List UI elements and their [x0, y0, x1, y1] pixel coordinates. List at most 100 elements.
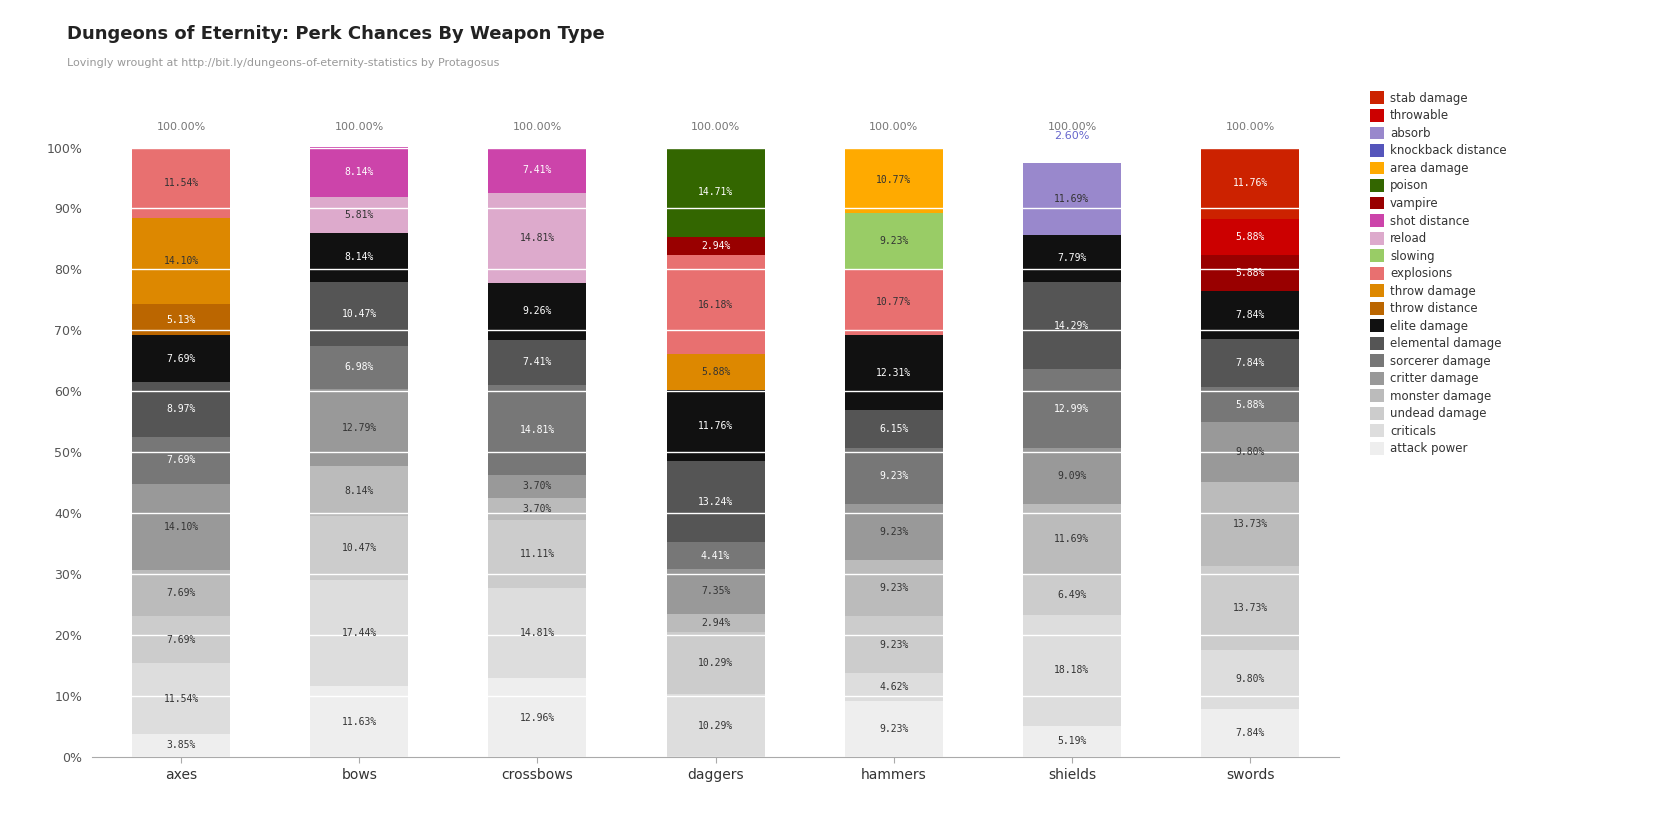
Text: 100.00%: 100.00%	[335, 123, 383, 133]
Text: 17.44%: 17.44%	[341, 628, 376, 638]
Text: 100.00%: 100.00%	[157, 123, 206, 133]
Text: 9.23%: 9.23%	[878, 236, 908, 246]
Text: 11.69%: 11.69%	[1054, 534, 1089, 545]
Bar	[1201, 422, 1298, 482]
Text: 9.80%: 9.80%	[1235, 448, 1265, 458]
Bar	[666, 255, 765, 354]
Bar	[1201, 387, 1298, 422]
Bar	[132, 616, 229, 663]
Bar	[310, 282, 408, 346]
Text: 9.23%: 9.23%	[878, 724, 908, 734]
Bar	[1201, 482, 1298, 566]
Bar	[845, 213, 942, 269]
Bar	[489, 147, 586, 193]
Bar	[310, 516, 408, 580]
Bar	[1022, 282, 1121, 370]
Bar	[845, 147, 942, 213]
Text: 10.47%: 10.47%	[341, 309, 376, 319]
Text: 6.98%: 6.98%	[345, 362, 373, 372]
Bar	[845, 672, 942, 701]
Text: 10.29%: 10.29%	[698, 658, 733, 668]
Bar	[845, 504, 942, 560]
Bar	[132, 218, 229, 304]
Bar	[310, 346, 408, 388]
Bar	[666, 389, 765, 462]
Bar	[1201, 255, 1298, 291]
Bar	[310, 580, 408, 686]
Text: 10.47%: 10.47%	[341, 543, 376, 553]
Bar	[489, 340, 586, 384]
Bar	[489, 588, 586, 678]
Text: 7.84%: 7.84%	[1235, 728, 1265, 738]
Text: 100.00%: 100.00%	[1047, 123, 1096, 133]
Bar	[666, 695, 765, 757]
Text: 9.26%: 9.26%	[522, 306, 552, 316]
Text: 8.14%: 8.14%	[345, 167, 373, 177]
Bar	[845, 616, 942, 672]
Legend: stab damage, throwable, absorb, knockback distance, area damage, poison, vampire: stab damage, throwable, absorb, knockbac…	[1369, 91, 1506, 455]
Text: 5.81%: 5.81%	[345, 210, 373, 220]
Text: 7.69%: 7.69%	[166, 354, 196, 364]
Text: 7.35%: 7.35%	[701, 586, 729, 597]
Text: 13.24%: 13.24%	[698, 497, 733, 507]
Text: 11.69%: 11.69%	[1054, 194, 1089, 204]
Text: 18.18%: 18.18%	[1054, 665, 1089, 675]
Text: Lovingly wrought at http://bit.ly/dungeons-of-eternity-statistics by Protagosus: Lovingly wrought at http://bit.ly/dungeo…	[67, 58, 499, 67]
Bar	[666, 462, 765, 542]
Bar	[845, 335, 942, 410]
Text: 12.99%: 12.99%	[1054, 404, 1089, 414]
Bar	[489, 475, 586, 498]
Text: 9.23%: 9.23%	[878, 584, 908, 593]
Bar	[310, 233, 408, 282]
Text: 12.31%: 12.31%	[875, 368, 910, 378]
Text: 2.94%: 2.94%	[701, 618, 729, 628]
Text: 13.73%: 13.73%	[1231, 519, 1266, 529]
Bar	[132, 304, 229, 335]
Bar	[845, 410, 942, 448]
Text: 6.49%: 6.49%	[1057, 590, 1086, 600]
Text: 3.85%: 3.85%	[166, 741, 196, 751]
Text: 3.70%: 3.70%	[522, 481, 552, 491]
Text: 14.81%: 14.81%	[520, 425, 555, 435]
Text: 11.76%: 11.76%	[698, 421, 733, 430]
Bar	[1201, 291, 1298, 339]
Bar	[310, 197, 408, 233]
Bar	[1022, 370, 1121, 449]
Text: 5.88%: 5.88%	[701, 367, 729, 377]
Bar	[845, 448, 942, 504]
Text: 4.62%: 4.62%	[878, 681, 908, 692]
Bar	[845, 560, 942, 616]
Bar	[132, 663, 229, 733]
Text: 8.97%: 8.97%	[166, 404, 196, 415]
Bar	[132, 382, 229, 437]
Text: 13.73%: 13.73%	[1231, 602, 1266, 613]
Text: 100.00%: 100.00%	[1225, 123, 1273, 133]
Bar	[132, 147, 229, 218]
Text: 16.18%: 16.18%	[698, 300, 733, 309]
Text: 12.79%: 12.79%	[341, 422, 376, 433]
Bar	[310, 686, 408, 757]
Bar	[666, 542, 765, 569]
Text: 100.00%: 100.00%	[691, 123, 739, 133]
Bar	[845, 701, 942, 757]
Text: 4.41%: 4.41%	[701, 551, 729, 560]
Bar	[489, 678, 586, 757]
Text: 9.80%: 9.80%	[1235, 675, 1265, 685]
Text: 14.81%: 14.81%	[520, 233, 555, 243]
Text: 100.00%: 100.00%	[512, 123, 562, 133]
Bar	[489, 193, 586, 283]
Text: 8.14%: 8.14%	[345, 486, 373, 496]
Text: 14.71%: 14.71%	[698, 188, 733, 198]
Text: 2.60%: 2.60%	[1054, 132, 1089, 142]
Text: 14.10%: 14.10%	[164, 522, 199, 532]
Bar	[1022, 449, 1121, 504]
Text: 14.29%: 14.29%	[1054, 321, 1089, 331]
Bar	[1201, 339, 1298, 387]
Text: 9.23%: 9.23%	[878, 639, 908, 649]
Text: 3.70%: 3.70%	[522, 504, 552, 514]
Text: 10.29%: 10.29%	[698, 721, 733, 731]
Text: 5.88%: 5.88%	[1235, 268, 1265, 278]
Bar	[132, 733, 229, 757]
Text: Dungeons of Eternity: Perk Chances By Weapon Type: Dungeons of Eternity: Perk Chances By We…	[67, 25, 604, 43]
Bar	[1022, 235, 1121, 282]
